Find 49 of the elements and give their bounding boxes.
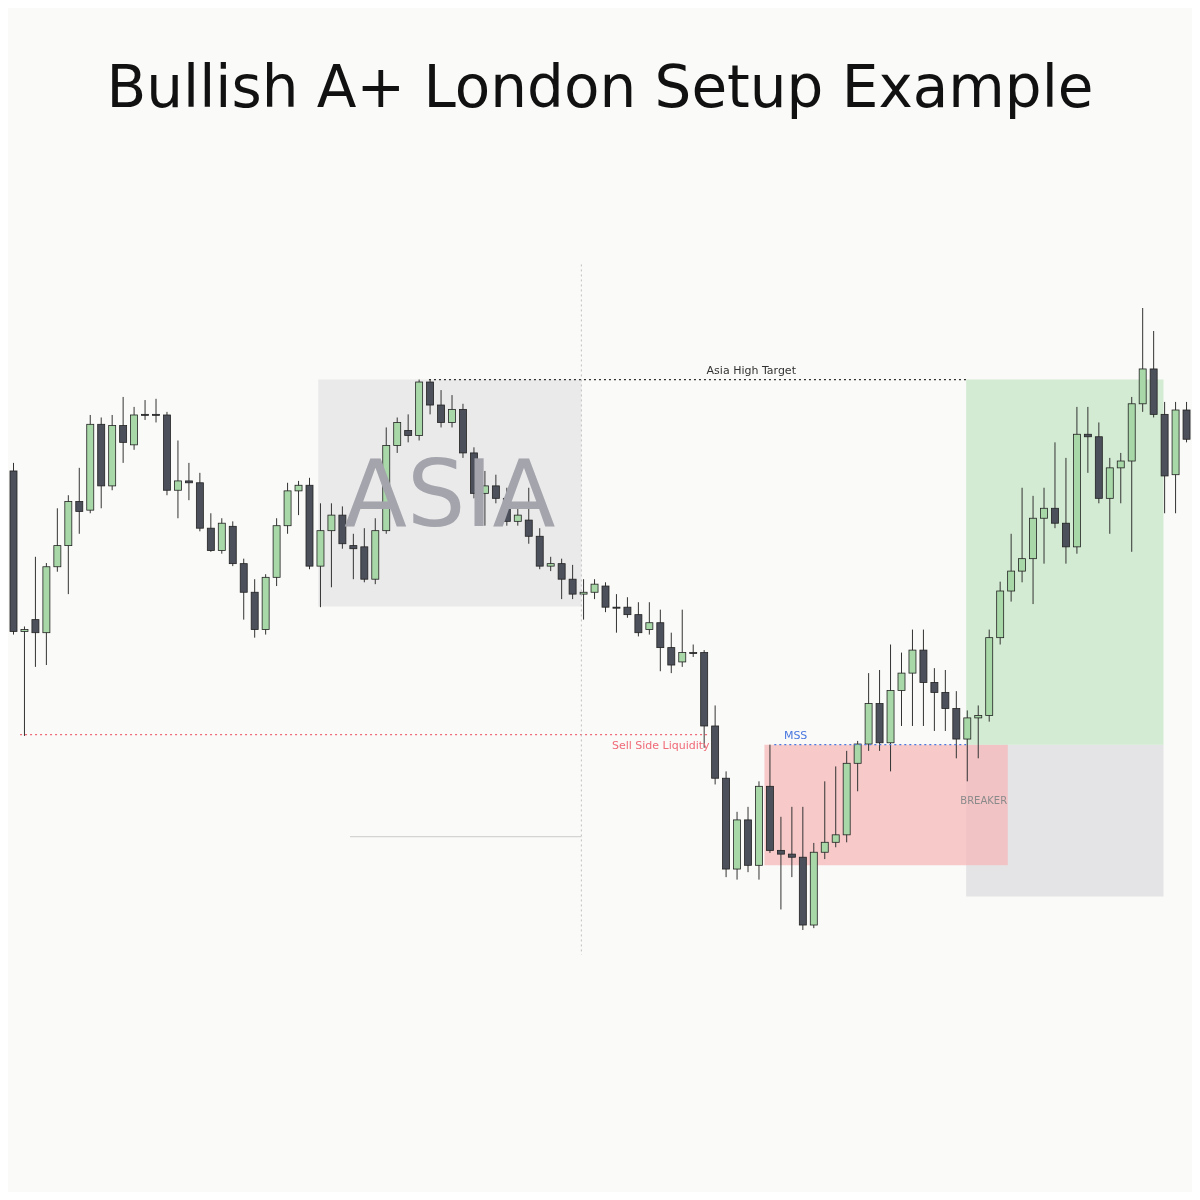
- candlestick: [119, 396, 128, 464]
- candlestick: [174, 439, 182, 519]
- candlestick: [908, 629, 917, 727]
- candlestick: [853, 740, 862, 792]
- candlestick: [31, 556, 40, 668]
- candlestick: [579, 578, 588, 621]
- candlestick: [930, 667, 939, 732]
- candlestick: [963, 709, 972, 782]
- candlestick: [1007, 533, 1016, 603]
- annotation: BREAKER: [960, 794, 1008, 806]
- candlestick: [1083, 406, 1092, 474]
- candlestick: [53, 507, 62, 573]
- ref-line-label: Asia High Target: [706, 363, 797, 377]
- candlestick: [20, 625, 29, 737]
- candlestick: [75, 467, 84, 535]
- candlestick: [448, 394, 456, 428]
- candlestick: [437, 389, 445, 428]
- candlestick: [557, 558, 566, 600]
- candlestick: [590, 578, 599, 600]
- candlestick: [634, 601, 643, 637]
- candlestick: [623, 596, 632, 619]
- candlestick: [404, 413, 413, 443]
- candlestick: [612, 593, 621, 634]
- candlestick: [777, 816, 785, 910]
- candlestick: [1040, 487, 1048, 565]
- candlestick: [667, 632, 676, 674]
- candlestick: [1062, 457, 1070, 565]
- candlestick: [294, 480, 303, 516]
- candlestick: [941, 669, 950, 732]
- candlestick: [601, 581, 610, 613]
- candlestick: [678, 609, 687, 668]
- ref-line-label: Sell Side Liquidity: [611, 738, 711, 752]
- candlestick: [206, 512, 215, 553]
- candlestick: [645, 601, 654, 636]
- ref-line-label: MSS: [783, 728, 808, 742]
- candlestick: [897, 652, 906, 727]
- candlestick: [141, 399, 149, 421]
- candlestick: [820, 780, 829, 860]
- candlestick: [327, 502, 336, 588]
- candlestick: [152, 398, 160, 423]
- candlestick: [974, 704, 983, 759]
- candlestick: [1051, 441, 1059, 529]
- candlestick: [1018, 487, 1026, 583]
- candlestick: [568, 564, 577, 600]
- candlestick: [185, 462, 193, 501]
- candlestick: [831, 765, 840, 848]
- candlestick: [787, 806, 796, 878]
- candlestick: [1116, 452, 1125, 504]
- chart-title: Bullish A+ London Setup Example: [105, 53, 1095, 121]
